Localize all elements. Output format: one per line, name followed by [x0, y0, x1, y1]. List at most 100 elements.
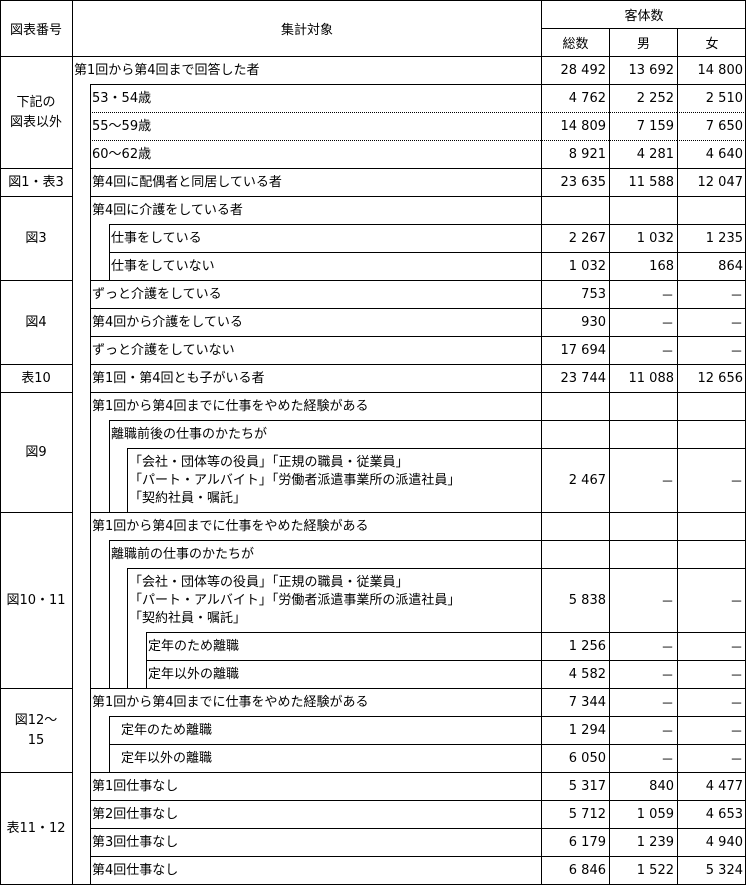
value-total-text: 5 712	[568, 807, 606, 822]
value-total-text: 6 179	[568, 835, 606, 850]
header-male: 男	[609, 28, 677, 56]
row-label: 「会社・団体等の役員」「正規の職員・従業員」 「パート・アルバイト」「労働者派遣事…	[127, 448, 541, 512]
indent-line	[127, 632, 128, 660]
value-total-text: 23 635	[560, 175, 607, 190]
indent-line	[90, 660, 91, 688]
value-female-text: －	[729, 345, 743, 360]
value-female: 5 324	[677, 856, 746, 884]
indent-line	[109, 224, 110, 252]
value-total-text: 2 467	[568, 473, 606, 488]
value-male-text: －	[660, 289, 674, 304]
value-total-text: 28 492	[560, 63, 607, 78]
indent-line	[109, 632, 110, 660]
row-label-line: 仕事をしていない	[111, 258, 215, 274]
value-female: 4 477	[677, 772, 746, 800]
row-label-line: ずっと介護をしている	[92, 286, 222, 302]
indent-line	[109, 448, 110, 512]
row-label-line: 「会社・団体等の役員」「正規の職員・従業員」	[129, 454, 409, 470]
row-label: 仕事をしていない	[109, 252, 541, 280]
value-male	[609, 196, 677, 224]
value-male-text: －	[660, 697, 674, 712]
value-female	[677, 196, 746, 224]
value-female	[677, 540, 746, 568]
value-total: 6 050	[541, 744, 609, 772]
indent-line	[90, 392, 91, 420]
row-label-line: 定年のため離職	[121, 722, 213, 738]
indent-line	[90, 772, 91, 800]
row-label-line: 第1回から第4回までに仕事をやめた経験がある	[92, 398, 369, 414]
value-total-text: 5 838	[568, 593, 606, 608]
value-total-text: 23 744	[560, 371, 607, 386]
row-label: ずっと介護をしている	[90, 280, 541, 308]
row-label-line: 第4回に配偶者と同居している者	[92, 174, 282, 190]
value-female: 2 510	[677, 84, 746, 112]
row-label: 仕事をしている	[109, 224, 541, 252]
row-label: 第1回仕事なし	[90, 772, 541, 800]
figure-label: 下記の 図表以外	[0, 56, 72, 168]
value-total: 8 921	[541, 140, 609, 168]
value-male: 168	[609, 252, 677, 280]
value-female-text: －	[729, 317, 743, 332]
value-female: 4 640	[677, 140, 746, 168]
indent-line	[90, 856, 91, 884]
value-total	[541, 392, 609, 420]
value-male: 840	[609, 772, 677, 800]
value-female-text: 1 235	[705, 231, 743, 246]
value-male-text: 1 239	[636, 835, 674, 850]
row-label-line: 60～62歳	[92, 146, 152, 162]
indent-line	[90, 140, 91, 168]
value-total: 1 256	[541, 632, 609, 660]
header-male-text: 男	[636, 37, 650, 52]
indent-line	[90, 744, 91, 772]
value-female-text: －	[729, 641, 743, 656]
value-female: －	[677, 568, 746, 632]
row-label-line: 定年のため離職	[148, 638, 240, 654]
row-label: 離職前の仕事のかたちが	[109, 540, 541, 568]
header-total-text: 総数	[562, 37, 589, 52]
header-target: 集計対象	[72, 0, 541, 56]
value-female	[677, 392, 746, 420]
value-total-text: 753	[581, 287, 606, 302]
row-label-line: 第4回から介護をしている	[92, 314, 243, 330]
row-label: 第1回から第4回まで回答した者	[72, 56, 541, 84]
value-total-text: 6 846	[568, 863, 606, 878]
value-female: －	[677, 280, 746, 308]
row-label: 第4回に介護をしている者	[90, 196, 541, 224]
row-label: 第3回仕事なし	[90, 828, 541, 856]
row-label-line: 第1回から第4回まで回答した者	[74, 62, 260, 78]
row-label: 第1回・第4回とも子がいる者	[90, 364, 541, 392]
header-target-text: 集計対象	[280, 23, 333, 38]
value-total-text: 5 317	[568, 779, 606, 794]
value-female-text: 864	[718, 259, 743, 274]
value-female: 4 653	[677, 800, 746, 828]
border-left	[0, 0, 1, 885]
value-total-text: 4 582	[568, 667, 606, 682]
indent-line	[90, 716, 91, 744]
figure-label-text: 下記の 図表以外	[9, 94, 62, 130]
row-label: 離職前後の仕事のかたちが	[109, 420, 541, 448]
value-male-text: 840	[649, 779, 674, 794]
row-label-line: 「契約社員・嘱託」	[129, 610, 247, 626]
value-total-text: 930	[581, 315, 606, 330]
value-male-text: 1 059	[636, 807, 674, 822]
value-male-text: 11 588	[628, 175, 675, 190]
value-male: －	[609, 280, 677, 308]
value-female: －	[677, 688, 746, 716]
header-count-text: 客体数	[624, 9, 664, 24]
value-female-text: 4 640	[705, 147, 743, 162]
value-total-text: 2 267	[568, 231, 606, 246]
indent-line	[127, 660, 128, 688]
value-female: －	[677, 336, 746, 364]
indent-line	[109, 252, 110, 280]
value-male: 11 088	[609, 364, 677, 392]
value-male-text: －	[660, 475, 674, 490]
value-male: 1 522	[609, 856, 677, 884]
indent-line	[90, 168, 91, 196]
figure-label: 図3	[0, 196, 72, 280]
value-total	[541, 420, 609, 448]
value-total	[541, 540, 609, 568]
header-total: 総数	[541, 28, 609, 56]
value-total: 753	[541, 280, 609, 308]
value-female: 1 235	[677, 224, 746, 252]
row-label-line: 第4回仕事なし	[92, 862, 179, 878]
